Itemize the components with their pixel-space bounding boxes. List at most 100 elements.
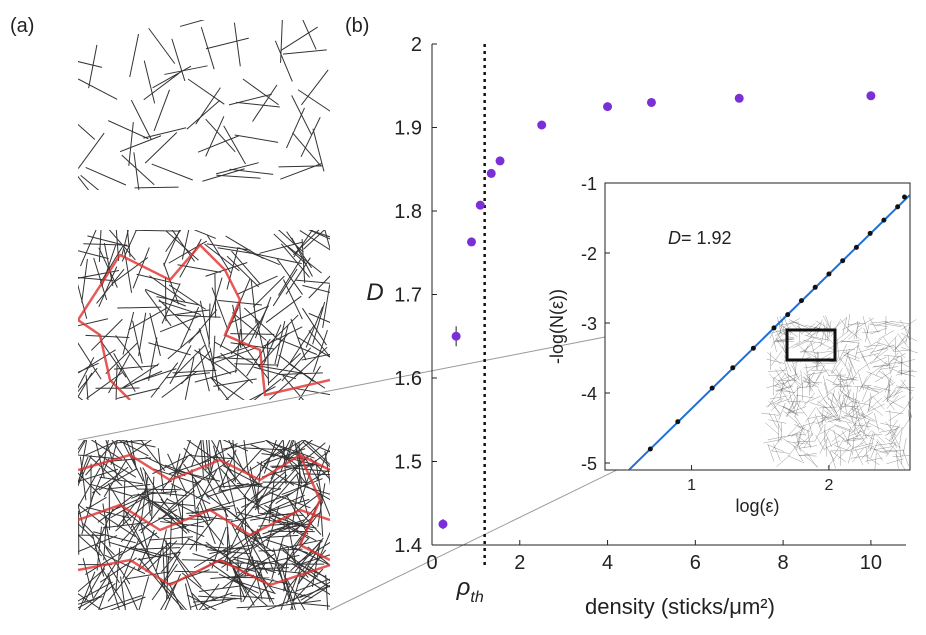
y-axis-label: D: [366, 279, 383, 306]
stick: [166, 373, 210, 378]
stick: [180, 15, 222, 27]
stick: [123, 538, 139, 579]
x-tick-label: 8: [778, 552, 789, 574]
x-axis-label: log(ε): [735, 496, 779, 516]
stick: [159, 301, 201, 315]
y-tick-label: -1: [581, 174, 597, 194]
stick: [95, 509, 113, 549]
stick: [134, 152, 140, 196]
y-tick-label: 1.8: [394, 201, 422, 223]
stick: [129, 425, 136, 468]
stick: [243, 448, 287, 450]
stick: [116, 335, 143, 370]
stick: [130, 430, 166, 455]
stick: [266, 296, 301, 322]
stick-image: [58, 213, 349, 419]
x-tick-label: 10: [860, 552, 882, 574]
annotation-symbol: D: [668, 228, 681, 248]
stick: [236, 102, 280, 107]
stick: [230, 334, 274, 335]
stick: [117, 307, 161, 308]
stick: [213, 357, 257, 359]
x-tick-label: 2: [824, 477, 833, 494]
stick: [212, 288, 227, 329]
stick: [200, 301, 209, 344]
stick: [139, 313, 146, 356]
point: [467, 237, 476, 246]
stick: [67, 429, 92, 465]
point: [771, 325, 776, 330]
stick: [82, 259, 88, 303]
stick: [164, 519, 204, 536]
stick: [283, 279, 302, 319]
stick: [69, 368, 97, 402]
stick: [306, 307, 322, 348]
x-tick-label: 0: [426, 552, 437, 574]
stick: [152, 164, 193, 180]
x-tick-label: 6: [690, 552, 701, 574]
stick: [283, 376, 311, 410]
y-tick-label: 1.7: [394, 285, 422, 307]
stick: [243, 79, 279, 105]
stick: [259, 242, 302, 253]
stick: [301, 117, 320, 157]
point: [826, 272, 831, 277]
stick: [217, 175, 261, 178]
stick: [212, 378, 248, 403]
stick: [237, 387, 276, 408]
x-axis-label: density (sticks/μm²): [585, 594, 775, 619]
threshold-label: ρth: [456, 574, 484, 606]
stick: [283, 50, 327, 54]
stick: [154, 90, 169, 131]
stick: [199, 349, 209, 392]
stick: [326, 575, 329, 619]
point: [730, 365, 735, 370]
point: [710, 386, 715, 391]
stick: [70, 373, 92, 411]
point: [813, 285, 818, 290]
stick-images: [58, 9, 349, 628]
x-tick-label: 2: [514, 552, 525, 574]
point: [866, 91, 875, 100]
stick: [309, 330, 336, 364]
stick: [137, 489, 181, 490]
stick: [188, 79, 224, 104]
stick: [275, 41, 292, 82]
stick: [199, 586, 243, 592]
stick: [279, 166, 323, 167]
stick: [162, 371, 197, 397]
stick: [144, 61, 154, 104]
stick: [267, 315, 298, 346]
stick: [131, 100, 151, 139]
point: [487, 169, 496, 178]
stick: [62, 110, 95, 139]
stick: [286, 108, 304, 148]
stick: [129, 122, 134, 166]
point: [496, 156, 505, 165]
point: [840, 258, 845, 263]
stick: [301, 70, 328, 105]
stick: [164, 66, 207, 75]
stick: [91, 319, 122, 350]
stick: [129, 308, 167, 330]
point: [648, 447, 653, 452]
stick: [135, 187, 179, 188]
point: [902, 195, 907, 200]
y-tick-label: -5: [581, 454, 597, 474]
y-tick-label: 1.9: [394, 118, 422, 140]
stick: [108, 121, 148, 139]
y-tick-label: -2: [581, 244, 597, 264]
stick: [211, 377, 238, 412]
stick: [299, 582, 340, 598]
stick: [224, 126, 246, 164]
point: [751, 346, 756, 351]
point: [647, 98, 656, 107]
point: [452, 332, 461, 341]
stick: [270, 223, 303, 252]
stick: [240, 303, 243, 347]
stick: [274, 587, 289, 628]
stick: [100, 595, 142, 609]
stick: [187, 100, 220, 129]
annotation-text: = 1.92: [681, 228, 732, 248]
stick: [210, 348, 219, 391]
